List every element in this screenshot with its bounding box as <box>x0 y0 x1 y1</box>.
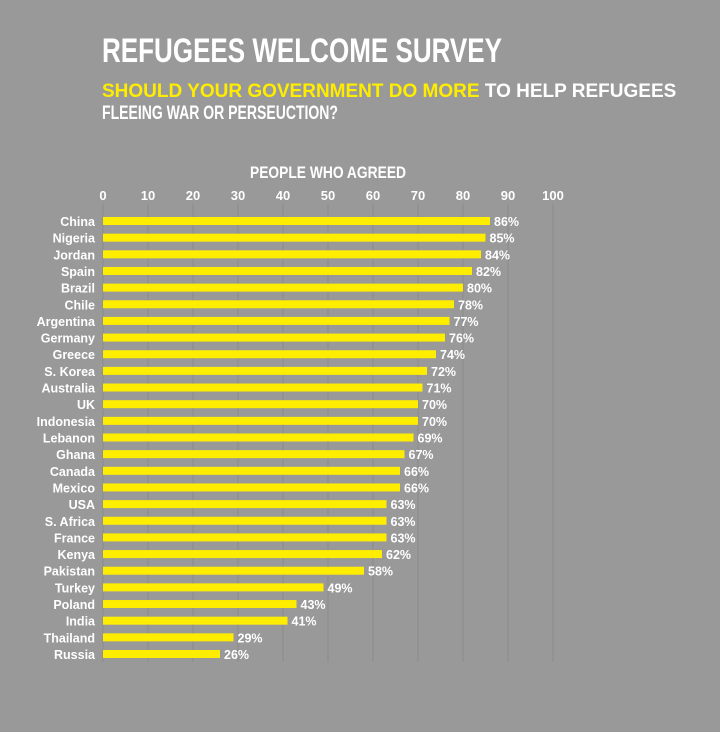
bar <box>103 266 472 275</box>
bar <box>103 366 427 375</box>
value-label: 63% <box>391 515 416 529</box>
value-label: 29% <box>238 631 263 645</box>
value-label: 80% <box>467 282 492 296</box>
subtitle-highlight: SHOULD YOUR GOVERNMENT DO MORE <box>102 81 480 102</box>
category-label: Lebanon <box>43 432 95 446</box>
value-label: 43% <box>301 598 326 612</box>
value-label: 76% <box>449 332 474 346</box>
category-label: Spain <box>61 265 95 279</box>
bar <box>103 316 450 325</box>
category-label: Australia <box>42 382 97 396</box>
value-label: 77% <box>454 315 479 329</box>
category-label: UK <box>77 398 95 412</box>
chart-subtitle-line2: FLEEING WAR OR PERSEUCTION? <box>102 103 338 124</box>
value-label: 72% <box>431 365 456 379</box>
x-tick-label: 0 <box>99 188 106 203</box>
x-tick-label: 90 <box>501 188 515 203</box>
bar <box>103 250 481 259</box>
category-label: Pakistan <box>44 565 95 579</box>
category-label: Brazil <box>61 282 95 296</box>
value-label: 26% <box>224 648 249 662</box>
category-label: Canada <box>50 465 96 479</box>
category-label: Chile <box>64 298 95 312</box>
category-label: Kenya <box>57 548 96 562</box>
x-tick-label: 30 <box>231 188 245 203</box>
bar <box>103 383 423 392</box>
value-label: 70% <box>422 415 447 429</box>
bar <box>103 566 364 575</box>
category-label: Mexico <box>53 481 96 495</box>
chart-title: REFUGEES WELCOME SURVEY <box>102 32 502 70</box>
x-tick-label: 40 <box>276 188 290 203</box>
bar <box>103 350 436 359</box>
category-label: S. Africa <box>45 515 96 529</box>
bar <box>103 233 486 242</box>
category-label: France <box>54 531 95 545</box>
bar <box>103 633 234 642</box>
value-label: 85% <box>490 232 515 246</box>
category-label: Argentina <box>37 315 96 329</box>
category-label: Greece <box>53 348 95 362</box>
category-label: S. Korea <box>44 365 96 379</box>
bar <box>103 650 220 658</box>
bar <box>103 300 454 309</box>
category-label: China <box>60 215 96 229</box>
bar <box>103 533 387 542</box>
value-label: 84% <box>485 248 510 262</box>
x-tick-label: 10 <box>141 188 155 203</box>
category-label: Thailand <box>44 631 95 645</box>
value-label: 86% <box>494 215 519 229</box>
category-label: India <box>66 615 96 629</box>
bar <box>103 217 490 225</box>
x-tick-label: 80 <box>456 188 470 203</box>
bar <box>103 516 387 525</box>
x-tick-label: 70 <box>411 188 425 203</box>
value-label: 49% <box>328 581 353 595</box>
value-label: 82% <box>476 265 501 279</box>
value-label: 71% <box>427 382 452 396</box>
category-label: USA <box>69 498 95 512</box>
category-label: Poland <box>53 598 95 612</box>
value-label: 66% <box>404 481 429 495</box>
x-tick-label: 50 <box>321 188 335 203</box>
value-label: 62% <box>386 548 411 562</box>
bar <box>103 616 288 625</box>
bar <box>103 500 387 509</box>
bar <box>103 600 297 609</box>
x-tick-label: 60 <box>366 188 380 203</box>
x-tick-label: 20 <box>186 188 200 203</box>
bar <box>103 483 400 492</box>
bar <box>103 583 324 592</box>
bar <box>103 550 382 559</box>
value-label: 41% <box>292 615 317 629</box>
value-label: 69% <box>418 432 443 446</box>
category-label: Turkey <box>55 581 95 595</box>
value-label: 70% <box>422 398 447 412</box>
category-label: Ghana <box>56 448 96 462</box>
category-label: Germany <box>41 332 95 346</box>
x-axis-label: PEOPLE WHO AGREED <box>250 163 406 182</box>
bar <box>103 400 418 409</box>
category-label: Indonesia <box>37 415 96 429</box>
value-label: 78% <box>458 298 483 312</box>
bar <box>103 283 463 292</box>
value-label: 66% <box>404 465 429 479</box>
category-label: Russia <box>54 648 96 662</box>
bar <box>103 333 445 342</box>
bar <box>103 466 400 475</box>
value-label: 58% <box>368 565 393 579</box>
bar <box>103 450 405 459</box>
value-label: 74% <box>440 348 465 362</box>
x-tick-label: 100 <box>542 188 564 203</box>
value-label: 63% <box>391 531 416 545</box>
category-label: Jordan <box>53 248 95 262</box>
bar <box>103 416 418 425</box>
subtitle-rest: TO HELP REFUGEES <box>480 81 677 102</box>
value-label: 63% <box>391 498 416 512</box>
chart-subtitle-line1: SHOULD YOUR GOVERNMENT DO MORE TO HELP R… <box>102 81 676 102</box>
category-label: Nigeria <box>53 232 96 246</box>
value-label: 67% <box>409 448 434 462</box>
bar <box>103 433 414 442</box>
